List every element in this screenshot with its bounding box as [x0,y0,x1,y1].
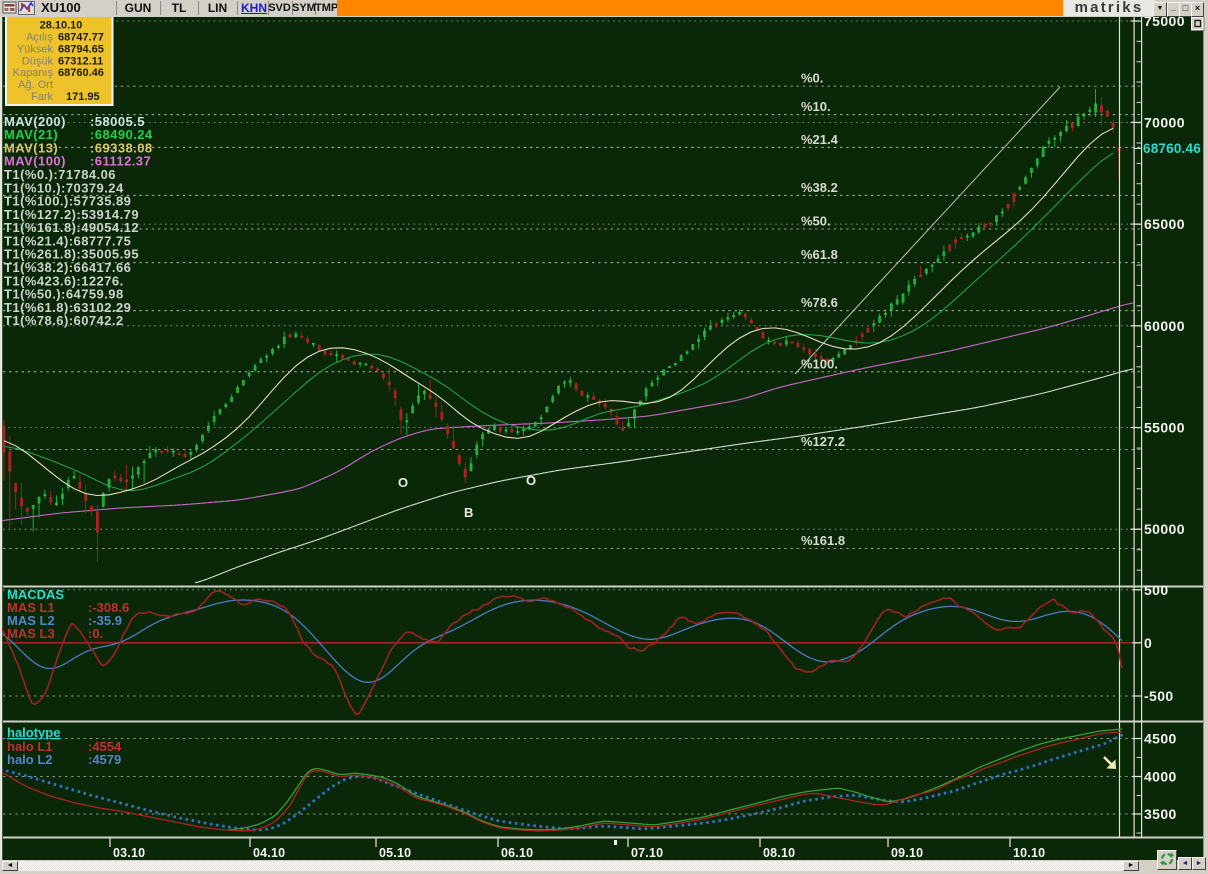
svg-text:T1(%161.8):49054.12: T1(%161.8):49054.12 [4,220,139,235]
svg-text:08.10: 08.10 [763,846,795,860]
svg-text:halo L2: halo L2 [7,752,53,767]
svg-text:%0.: %0. [801,71,823,86]
svg-text:T1(%423.6):12276.: T1(%423.6):12276. [4,273,124,288]
svg-text:28.10.10: 28.10.10 [40,20,83,32]
svg-text:Yüksek: Yüksek [17,43,54,55]
svg-text:MAV(200): MAV(200) [4,114,66,129]
svg-text:MAS L1: MAS L1 [7,600,55,615]
svg-text::61112.37: :61112.37 [90,154,151,169]
svg-text:500: 500 [1144,582,1169,598]
svg-text:Düşük: Düşük [22,55,54,67]
svg-text:55000: 55000 [1144,420,1185,436]
svg-text:T1(%61.8):63102.29: T1(%61.8):63102.29 [4,300,131,315]
svg-text::4579: :4579 [88,752,121,767]
svg-text:06.10: 06.10 [501,846,533,860]
svg-text:%21.4: %21.4 [801,132,839,147]
svg-text:%78.6: %78.6 [801,295,838,310]
svg-text:4000: 4000 [1144,769,1177,785]
svg-text:halo L1: halo L1 [7,739,53,754]
svg-text:05.10: 05.10 [379,846,411,860]
svg-text:171.95: 171.95 [66,91,100,103]
svg-text:T1(%0.):71784.06: T1(%0.):71784.06 [4,167,116,182]
svg-text:09.10: 09.10 [891,846,923,860]
svg-text:68760.46: 68760.46 [1143,141,1201,156]
svg-text:O: O [398,475,408,490]
svg-text:Ağ. Ort: Ağ. Ort [18,79,53,91]
svg-text::0.: :0. [88,626,103,641]
svg-text:75000: 75000 [1144,17,1185,29]
svg-text:60000: 60000 [1144,318,1185,334]
svg-text::69338.08: :69338.08 [90,141,153,156]
svg-text::68490.24: :68490.24 [90,127,153,142]
svg-text:68760.46: 68760.46 [58,67,104,79]
svg-text::4554: :4554 [88,739,122,754]
svg-text:%127.2: %127.2 [801,434,845,449]
svg-text:B: B [464,505,473,520]
svg-text:70000: 70000 [1144,114,1185,130]
svg-text:halotype: halotype [7,725,60,740]
svg-text:%61.8: %61.8 [801,247,838,262]
svg-text:%38.2: %38.2 [801,180,838,195]
svg-text:Fark: Fark [31,91,54,103]
svg-text:T1(%21.4):68777.75: T1(%21.4):68777.75 [4,233,131,248]
svg-text:65000: 65000 [1144,216,1185,232]
svg-text:68794.65: 68794.65 [58,43,104,55]
svg-text:T1(%10.):70379.24: T1(%10.):70379.24 [4,180,124,195]
svg-text::-308.6: :-308.6 [88,600,129,615]
svg-text:T1(%127.2):53914.79: T1(%127.2):53914.79 [4,207,139,222]
svg-text:T1(%38.2):66417.66: T1(%38.2):66417.66 [4,260,131,275]
svg-text:%50.: %50. [801,214,831,229]
svg-text:04.10: 04.10 [253,846,285,860]
svg-text:T1(%78.6):60742.2: T1(%78.6):60742.2 [4,313,124,328]
svg-text:50000: 50000 [1144,521,1185,537]
svg-text:-500: -500 [1144,688,1174,704]
svg-text:Açılış: Açılış [26,32,53,44]
svg-text:%100.: %100. [801,356,838,371]
svg-text:T1(%50.):64759.98: T1(%50.):64759.98 [4,287,124,302]
svg-text:07.10: 07.10 [631,846,663,860]
svg-text:MAS L3: MAS L3 [7,626,55,641]
svg-text:68747.77: 68747.77 [58,32,104,44]
svg-text:MAV(100): MAV(100) [4,154,66,169]
svg-text:T1(%261.8):35005.95: T1(%261.8):35005.95 [4,247,139,262]
svg-text:MAS L2: MAS L2 [7,613,55,628]
svg-text::58005.5: :58005.5 [90,114,145,129]
svg-text:10.10: 10.10 [1013,846,1045,860]
svg-text:T1(%100.):57735.89: T1(%100.):57735.89 [4,194,131,209]
svg-text:MACDAS: MACDAS [7,587,64,602]
svg-text:%161.8: %161.8 [801,533,845,548]
svg-text:O: O [526,473,536,488]
svg-text:0: 0 [1144,635,1152,651]
svg-text:%10.: %10. [801,99,831,114]
svg-text:MAV(13): MAV(13) [4,141,58,156]
svg-text:3500: 3500 [1144,806,1177,822]
svg-text:03.10: 03.10 [113,846,145,860]
svg-text::-35.9: :-35.9 [88,613,122,628]
svg-text:4500: 4500 [1144,731,1177,747]
svg-text:67312.11: 67312.11 [58,55,103,67]
svg-text:MAV(21): MAV(21) [4,127,58,142]
svg-text:Kapanış: Kapanış [13,67,54,79]
